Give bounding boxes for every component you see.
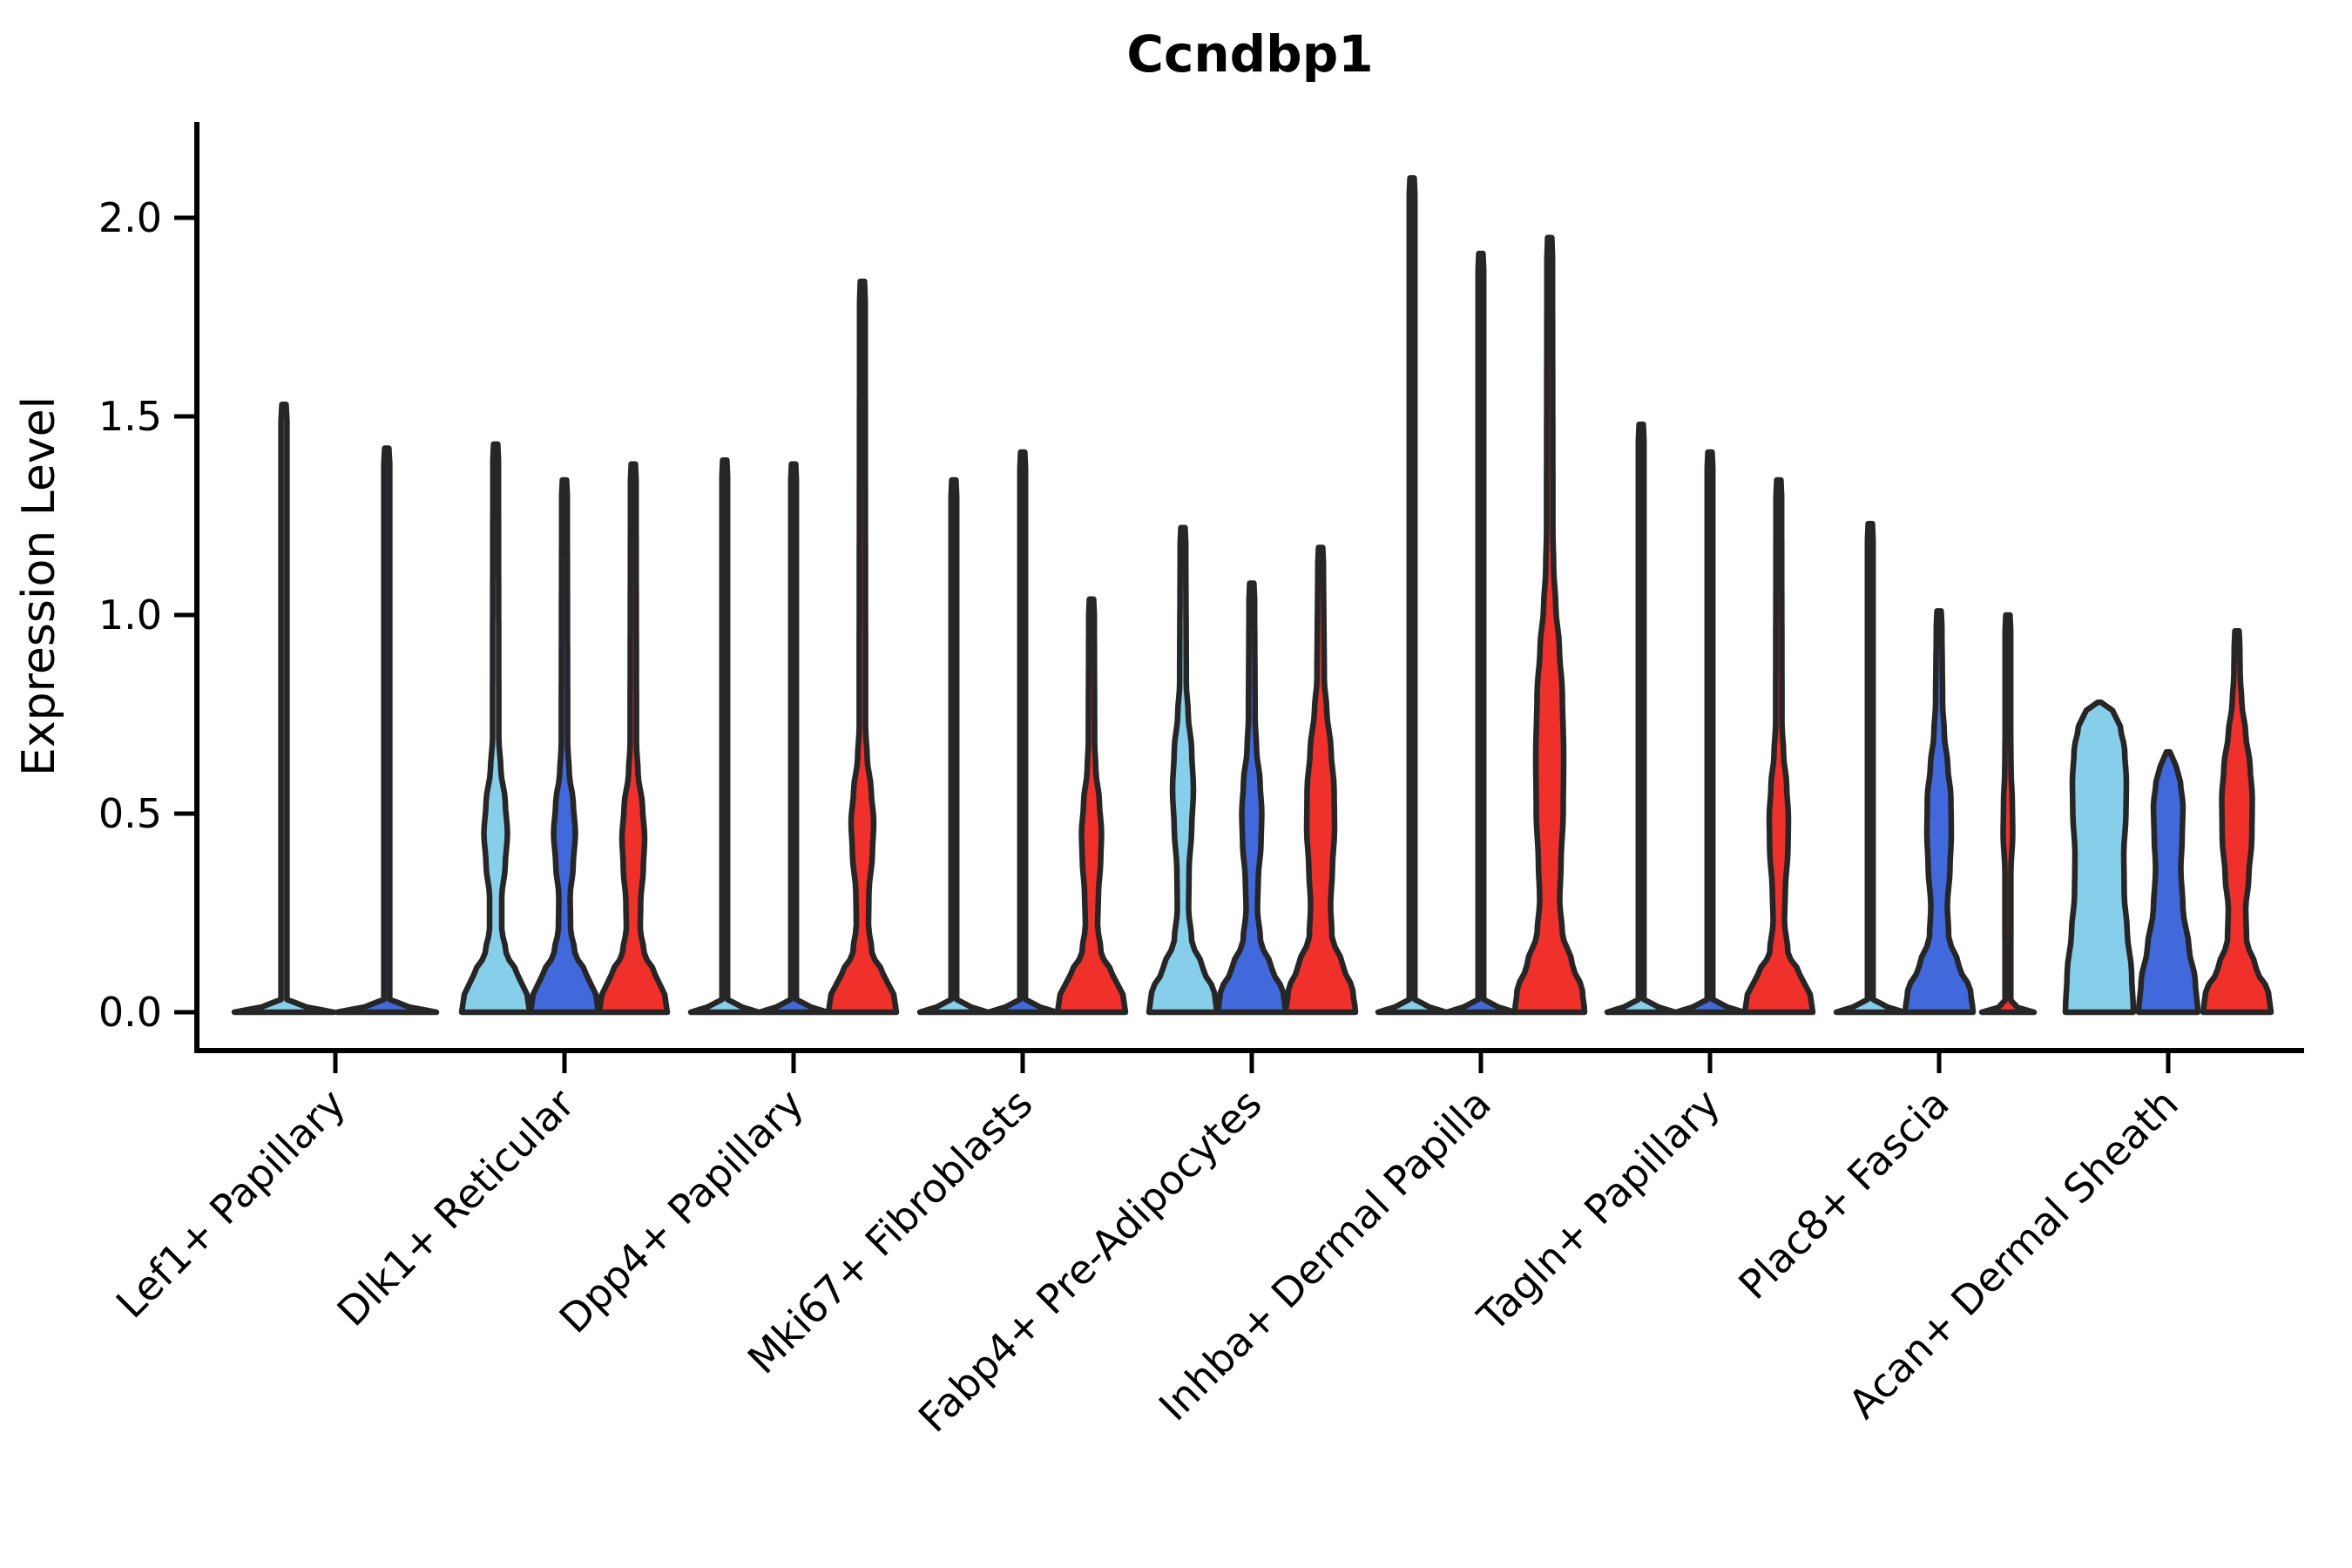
violin-6-light_blue <box>1604 421 1679 1016</box>
violin-group-4 <box>1146 524 1359 1016</box>
violin-6-dark_blue <box>1673 449 1747 1016</box>
violin-2-light_blue <box>687 456 762 1016</box>
x-category-label: Tagln+ Papillary <box>1468 1080 1729 1342</box>
violin-3-light_blue <box>916 476 991 1016</box>
violin-6-red <box>1741 476 1816 1016</box>
violin-5-light_blue <box>1375 175 1450 1016</box>
violin-7-red <box>1978 612 2038 1016</box>
y-tick-label: 1.0 <box>98 591 162 639</box>
violin-8-dark_blue <box>2135 749 2201 1016</box>
violin-2-dark_blue <box>756 461 831 1016</box>
violin-3-dark_blue <box>985 449 1060 1016</box>
y-tick-label: 2.0 <box>98 194 162 241</box>
violin-4-red <box>1282 544 1359 1016</box>
violin-5-dark_blue <box>1443 250 1518 1016</box>
x-category-label: Dlk1+ Reticular <box>328 1080 584 1335</box>
violin-7-light_blue <box>1833 520 1908 1016</box>
violins-layer <box>231 175 2274 1016</box>
violin-0-dark_blue <box>334 445 440 1016</box>
violin-2-red <box>825 278 900 1016</box>
violin-group-1 <box>458 441 671 1016</box>
violin-group-6 <box>1604 421 1816 1016</box>
violin-group-8 <box>2062 627 2274 1016</box>
y-tick-label: 0.5 <box>98 790 162 837</box>
violin-1-red <box>596 461 671 1016</box>
violin-group-3 <box>916 449 1129 1016</box>
x-category-label: Lef1+ Papillary <box>107 1080 355 1328</box>
violin-group-2 <box>687 278 900 1016</box>
violin-8-red <box>2200 627 2274 1016</box>
violin-group-0 <box>231 402 440 1016</box>
y-axis-label: Expression Level <box>13 396 65 776</box>
chart-title: Ccndbp1 <box>1126 24 1373 84</box>
violin-8-light_blue <box>2062 700 2137 1016</box>
violin-0-light_blue <box>231 402 337 1016</box>
y-tick-label: 1.5 <box>98 393 162 440</box>
x-category-label: Dpp4+ Papillary <box>551 1080 813 1342</box>
violin-1-dark_blue <box>527 476 602 1016</box>
violin-5-red <box>1511 234 1588 1016</box>
violin-3-red <box>1054 596 1129 1016</box>
violin-1-light_blue <box>458 441 533 1016</box>
violin-group-5 <box>1375 175 1588 1016</box>
violin-7-dark_blue <box>1902 608 1977 1016</box>
violin-group-7 <box>1833 520 2038 1016</box>
x-category-label: Plac8+ Fascia <box>1729 1080 1957 1308</box>
violin-4-light_blue <box>1146 524 1220 1016</box>
violin-4-dark_blue <box>1214 580 1289 1016</box>
y-tick-label: 0.0 <box>98 989 162 1036</box>
